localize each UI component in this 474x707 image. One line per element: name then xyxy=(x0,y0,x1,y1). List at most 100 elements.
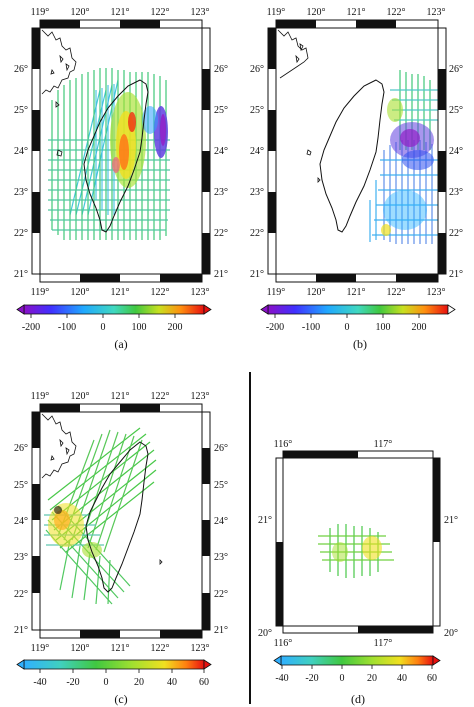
lat-label: 24° xyxy=(449,146,463,157)
panel-d-survey-lines xyxy=(318,524,394,578)
lon-label: 120° xyxy=(71,391,90,402)
lat-label: 25° xyxy=(449,105,463,116)
panel-b-mainland-coast xyxy=(277,29,321,183)
colorbar-tick: -100 xyxy=(302,322,320,333)
panel-b-coastline xyxy=(319,79,385,233)
lat-label: 24° xyxy=(214,146,228,157)
colorbar-tick: -20 xyxy=(305,673,318,684)
panel-c-mainland-coast xyxy=(41,413,163,565)
panel-c-frame-ticks xyxy=(31,403,211,639)
lon-label: 122° xyxy=(151,7,170,18)
lon-label: 119° xyxy=(31,391,50,402)
lat-label: 22° xyxy=(14,228,28,239)
lon-label: 116° xyxy=(274,439,293,450)
lon-label: 121° xyxy=(111,7,130,18)
lon-label: 121° xyxy=(347,7,366,18)
panel-b-lat-right: 21° 22° 23° 24° 25° 26° xyxy=(449,64,463,280)
panel-a-label: (a) xyxy=(114,337,127,351)
colorbar-tick: 40 xyxy=(397,673,407,684)
panel-d-frame-ticks xyxy=(275,450,441,634)
lat-label: 25° xyxy=(14,105,28,116)
lat-label: 22° xyxy=(214,589,228,600)
lon-label: 121° xyxy=(111,287,130,298)
lat-label: 21° xyxy=(250,269,264,280)
lon-label: 120° xyxy=(71,7,90,18)
colorbar-left-triangle xyxy=(16,659,25,670)
panel-a-survey-lines xyxy=(48,68,170,240)
panel-b-lon-top: 119° 120° 121° 122° 123° xyxy=(267,7,446,18)
lat-label: 22° xyxy=(449,228,463,239)
panel-a-lat-left: 21° 22° 23° 24° 25° 26° xyxy=(14,64,28,280)
panel-c-lat-left: 21° 22° 23° 24° 25° 26° xyxy=(14,443,28,636)
panel-a-map-content xyxy=(41,29,170,240)
panel-b-label: (b) xyxy=(353,337,367,351)
lat-label: 23° xyxy=(214,552,228,563)
panel-c-label: (c) xyxy=(114,692,127,706)
lon-label: 117° xyxy=(374,638,393,649)
panel-d-label: (d) xyxy=(351,692,365,706)
panel-b-frame-ticks xyxy=(267,19,447,283)
lon-label: 123° xyxy=(191,391,210,402)
panel-a-anomalies xyxy=(110,92,168,188)
panel-c-coastline xyxy=(85,441,149,593)
colorbar-tick: 40 xyxy=(167,677,177,688)
lat-label: 22° xyxy=(14,589,28,600)
lon-label: 119° xyxy=(31,7,50,18)
colorbar-left-triangle xyxy=(260,304,269,315)
colorbar-tick: 0 xyxy=(104,677,109,688)
lat-label: 21° xyxy=(214,625,228,636)
colorbar-tick: 20 xyxy=(367,673,377,684)
colorbar-right-triangle xyxy=(447,304,456,315)
lon-label: 122° xyxy=(387,7,406,18)
panel-d-frame xyxy=(282,457,434,627)
panel-d: 116° 117° 116° 117° 20° 21° 20° 21° -40 … xyxy=(258,439,458,706)
lat-label: 22° xyxy=(250,228,264,239)
lat-label: 21° xyxy=(14,625,28,636)
panel-c-colorbar: -40 -20 0 20 40 60 xyxy=(16,659,212,688)
lon-label: 121° xyxy=(111,643,130,654)
panel-a-lat-right: 21° 22° 23° 24° 25° 26° xyxy=(214,64,228,280)
colorbar-tick: -100 xyxy=(58,322,76,333)
lat-label: 24° xyxy=(214,516,228,527)
lon-label: 122° xyxy=(151,643,170,654)
colorbar-tick: 20 xyxy=(134,677,144,688)
lat-label: 24° xyxy=(14,146,28,157)
lat-label: 21° xyxy=(258,515,272,526)
lon-label: 123° xyxy=(191,7,210,18)
panel-c-lat-right: 21° 22° 23° 24° 25° 26° xyxy=(214,443,228,636)
lat-label: 26° xyxy=(250,64,264,75)
panel-b-map-content xyxy=(277,29,438,244)
colorbar-tick: 200 xyxy=(412,322,427,333)
lat-label: 20° xyxy=(444,628,458,639)
colorbar-tick: 0 xyxy=(101,322,106,333)
colorbar-right-triangle xyxy=(432,655,441,666)
panel-b-anomalies xyxy=(381,98,434,236)
panel-a-lon-top: 119° 120° 121° 122° 123° xyxy=(31,7,210,18)
lat-label: 26° xyxy=(14,443,28,454)
panel-d-lon-top: 116° 117° xyxy=(274,439,393,450)
colorbar-ramp xyxy=(267,304,449,315)
panel-c-anomalies xyxy=(48,503,102,558)
panel-a-frame-ticks xyxy=(31,19,211,283)
lon-label: 122° xyxy=(151,391,170,402)
lat-label: 21° xyxy=(444,515,458,526)
colorbar-left-triangle xyxy=(273,655,282,666)
lon-label: 123° xyxy=(427,7,446,18)
panel-c: 119° 120° 121° 122° 123° 119° 120° 121° … xyxy=(14,391,228,706)
lon-label: 119° xyxy=(31,643,50,654)
lon-label: 120° xyxy=(307,7,326,18)
colorbar-right-triangle xyxy=(203,304,212,315)
panel-a-colorbar: -200 -100 0 100 200 xyxy=(16,304,212,333)
lat-label: 24° xyxy=(250,146,264,157)
lon-label: 123° xyxy=(427,287,446,298)
lat-label: 23° xyxy=(214,187,228,198)
lat-label: 23° xyxy=(250,187,264,198)
colorbar-tick: 200 xyxy=(168,322,183,333)
colorbar-ramp xyxy=(280,655,434,666)
lat-label: 24° xyxy=(14,516,28,527)
lat-label: 25° xyxy=(250,105,264,116)
lon-label: 122° xyxy=(151,287,170,298)
lon-label: 120° xyxy=(71,287,90,298)
colorbar-tick: 60 xyxy=(199,677,209,688)
